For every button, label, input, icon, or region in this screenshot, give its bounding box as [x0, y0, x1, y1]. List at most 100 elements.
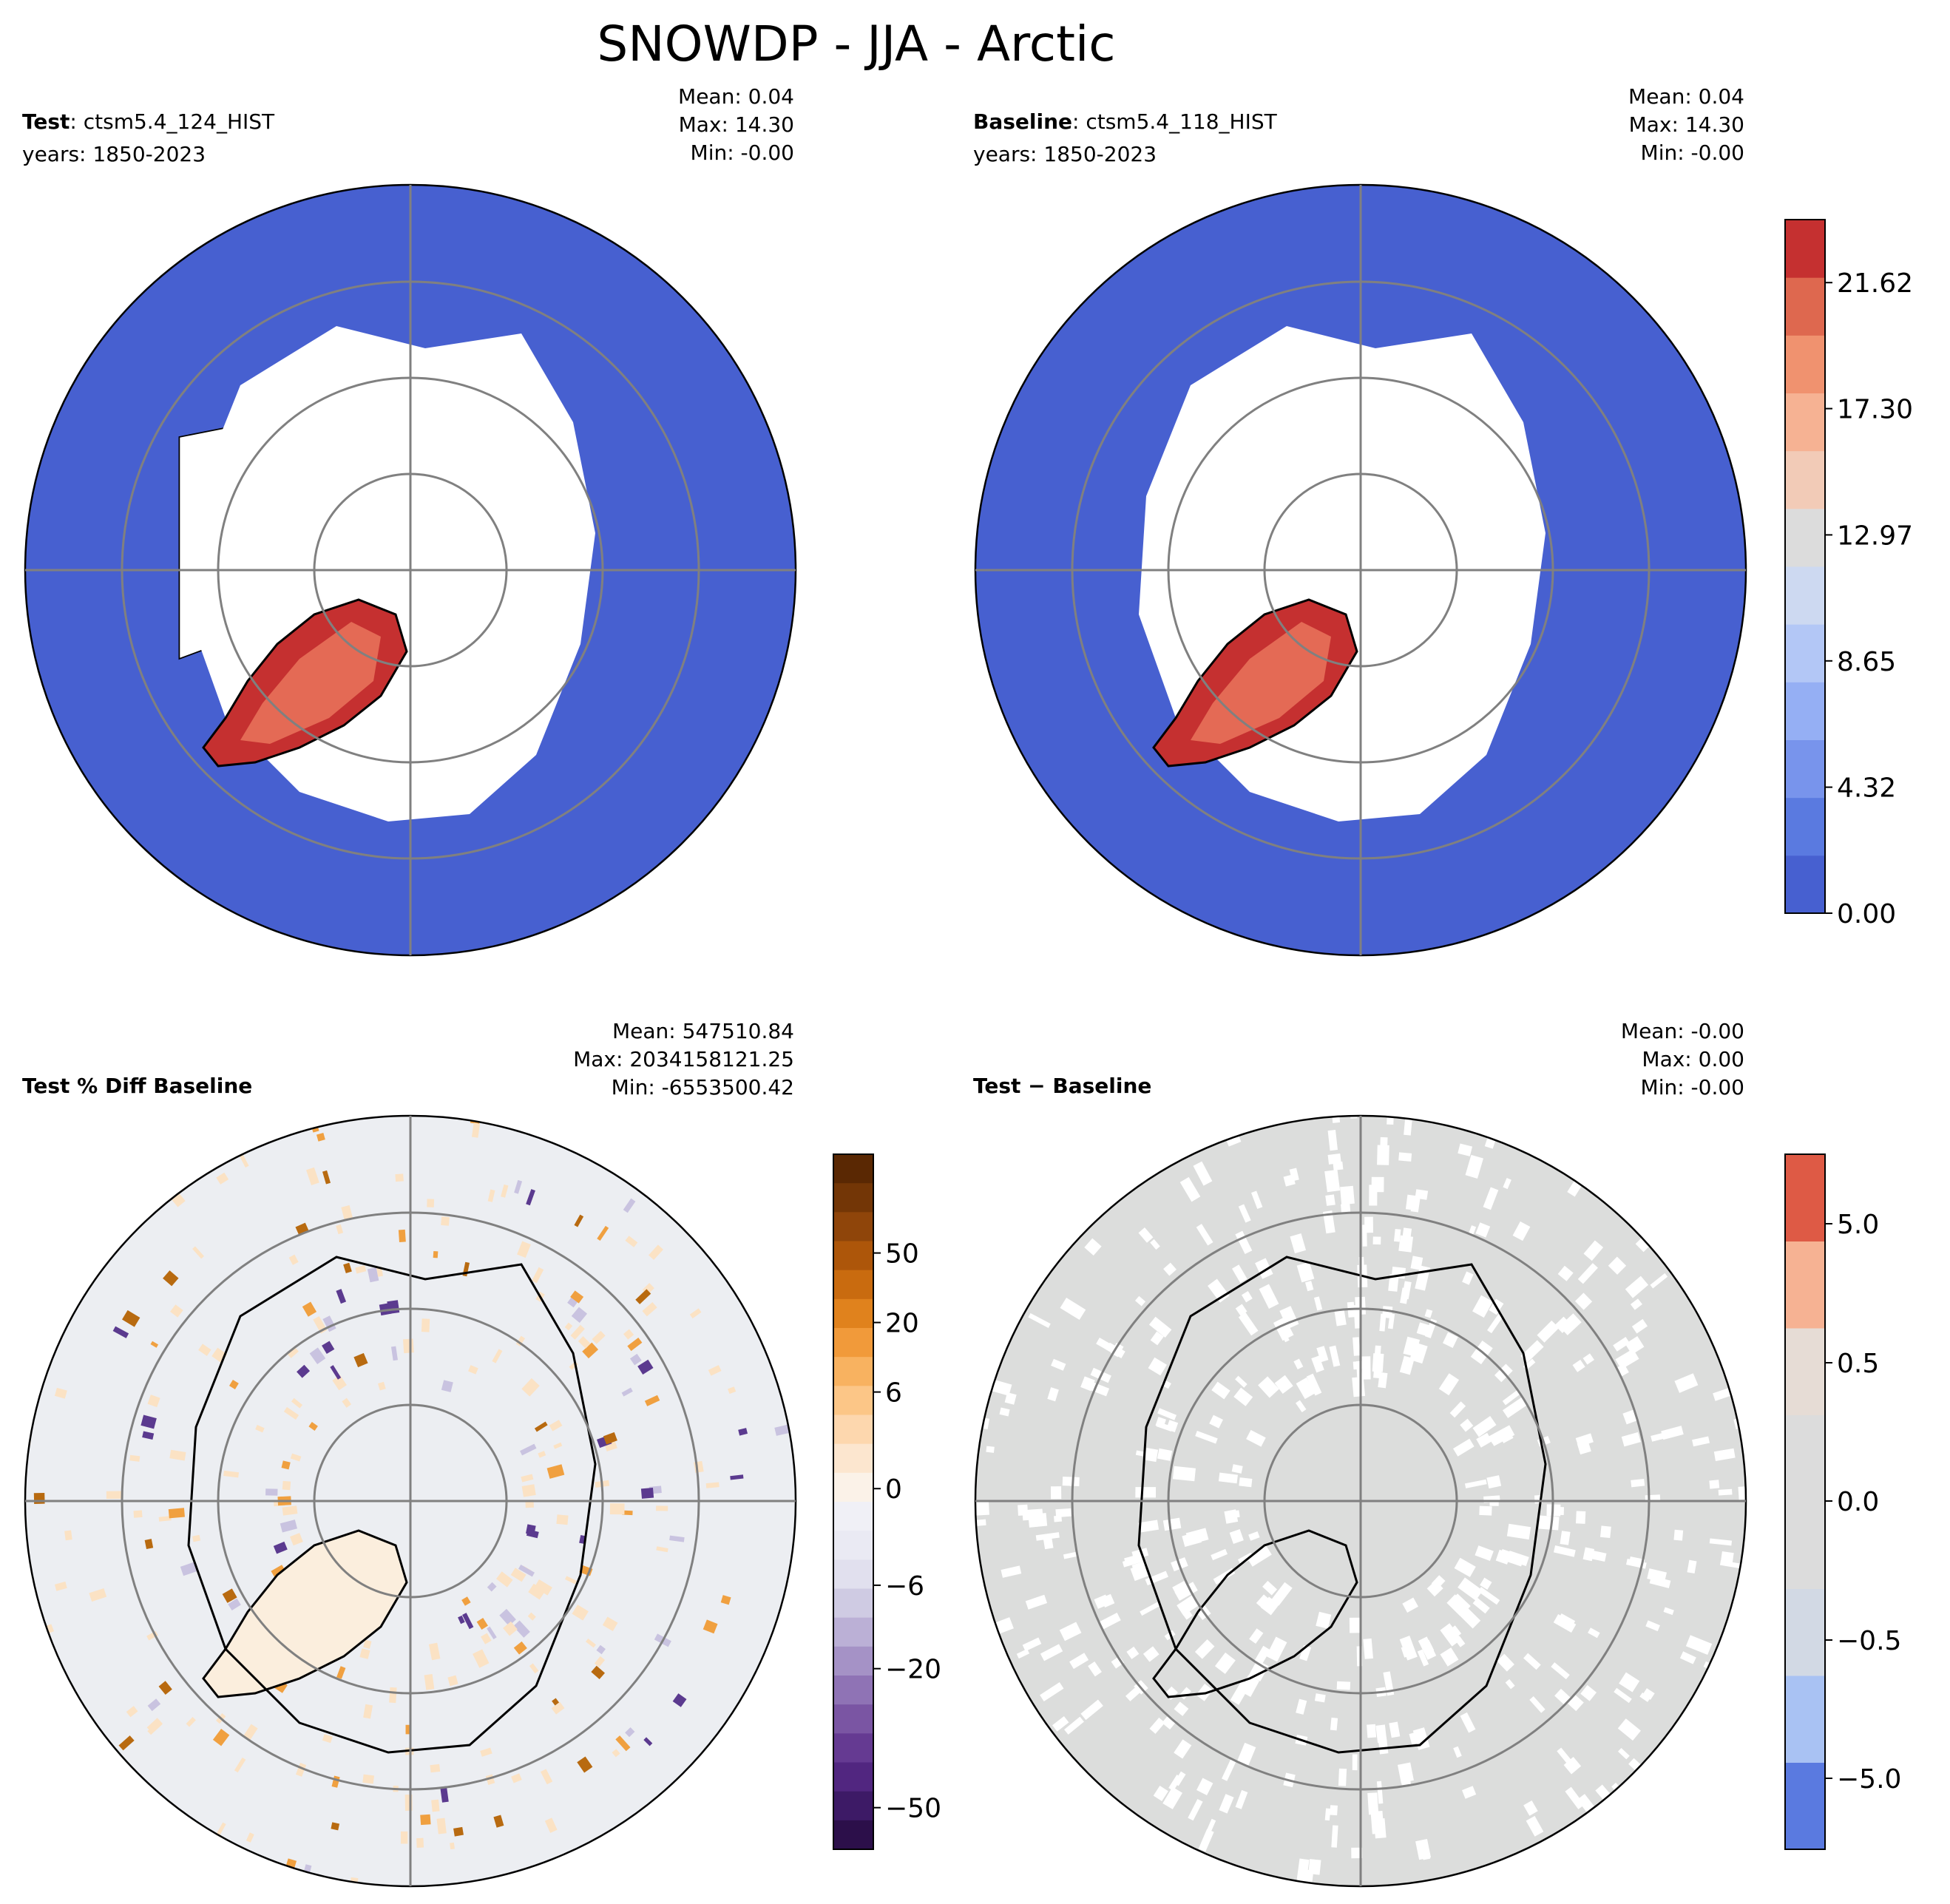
- diff-speckle-cell: [1390, 1097, 1402, 1111]
- pctdiff-anomaly-cell: [322, 1315, 336, 1332]
- diff-speckle-cell: [1237, 1742, 1256, 1766]
- pctdiff-anomaly-cell: [495, 1571, 513, 1588]
- diff-speckle-cell: [1296, 1261, 1315, 1283]
- diff-speckle-cell: [1222, 1758, 1237, 1781]
- diff-speckle-cell: [1483, 1187, 1499, 1210]
- pctdiff-anomaly-cell: [551, 1701, 565, 1715]
- diff-speckle-cell: [1211, 1381, 1230, 1400]
- pctdiff-anomaly-cell: [192, 1246, 204, 1259]
- pctdiff-anomaly-cell: [447, 1675, 458, 1687]
- colorbar-snow-depth-frame: [1784, 219, 1826, 914]
- colorbar-snow-depth-segment: [1785, 393, 1825, 452]
- diff-speckle-cell: [1214, 1652, 1236, 1674]
- diff-speckle-cell: [1047, 1387, 1059, 1402]
- diff-speckle-cell: [1063, 1551, 1079, 1559]
- pctdiff-anomaly-cell: [656, 1546, 668, 1553]
- pctdiff-anomaly-cell: [487, 1189, 495, 1202]
- pctdiff-anomaly-cell: [603, 1432, 617, 1445]
- diff-speckle-cell: [1687, 1559, 1697, 1574]
- diff-speckle-cell: [1619, 1672, 1640, 1693]
- diff-speckle-cell: [1446, 1594, 1469, 1616]
- pctdiff-anomaly-cell: [342, 1397, 352, 1408]
- diff-speckle-cell: [1625, 1336, 1645, 1355]
- pctdiff-anomaly-cell: [515, 1335, 526, 1346]
- diff-speckle-cell: [1330, 1717, 1338, 1731]
- pctdiff-anomaly-cell: [625, 1236, 638, 1247]
- diff-speckle-cell: [1473, 1116, 1492, 1136]
- map-diff-graticule: [975, 1116, 1746, 1886]
- pctdiff-anomaly-cell: [246, 1832, 254, 1843]
- diff-speckle-cell: [1372, 1236, 1381, 1245]
- pctdiff-anomaly-cell: [738, 1428, 748, 1436]
- diff-speckle-cell: [1574, 1293, 1593, 1310]
- pctdiff-anomaly-cell: [570, 1290, 584, 1304]
- diff-speckle-cell: [1575, 1511, 1586, 1524]
- diff-speckle-cell: [1181, 1607, 1193, 1620]
- diff-speckle-cell: [1262, 1580, 1278, 1596]
- colorbar-percent-diff-tick-label: 6: [885, 1378, 902, 1409]
- map-test: [24, 183, 797, 957]
- map-baseline-graticule: [975, 185, 1746, 955]
- pctdiff-anomaly-cell: [288, 1254, 299, 1265]
- pctdiff-anomaly-cell: [308, 1422, 318, 1431]
- diff-speckle-cell: [1455, 1636, 1466, 1647]
- pctdiff-anomaly-cell: [362, 1774, 375, 1784]
- pctdiff-anomaly-cell: [306, 1167, 319, 1185]
- diff-speckle-cell: [1647, 1568, 1668, 1583]
- diff-speckle-cell: [1059, 1622, 1082, 1642]
- pctdiff-anomaly-cell: [363, 1639, 372, 1649]
- pctdiff-anomaly-cell: [534, 1579, 552, 1596]
- colorbar-percent-diff-segment: [833, 1559, 873, 1589]
- diff-speckle-cell: [1333, 1161, 1344, 1170]
- diff-speckle-cell: [1086, 1380, 1110, 1397]
- pctdiff-anomaly-cell: [336, 1289, 347, 1304]
- diff-speckle-cell: [1084, 1238, 1102, 1256]
- colorbar-percent-diff-segment: [833, 1443, 873, 1474]
- pctdiff-anomaly-cell: [501, 1116, 510, 1124]
- diff-speckle-cell: [1563, 1757, 1582, 1775]
- diff-speckle-cell: [1398, 1235, 1414, 1253]
- diff-speckle-cell: [1461, 1786, 1477, 1799]
- diff-speckle-cell: [1424, 1880, 1438, 1886]
- diff-speckle-cell: [1314, 1693, 1326, 1703]
- pctdiff-anomaly-cell: [147, 1395, 160, 1408]
- pctdiff-anomaly-cell: [216, 1172, 229, 1185]
- pctdiff-anomaly-cell: [228, 1380, 239, 1389]
- pctdiff-anomaly-cell: [126, 1706, 138, 1718]
- pctdiff-anomaly-cell: [594, 1656, 606, 1667]
- pctdiff-anomaly-cell: [526, 1529, 539, 1539]
- pctdiff-anomaly-cell: [54, 1581, 67, 1591]
- pctdiff-anomaly-cell: [118, 1735, 135, 1751]
- panel-diff-mean: Mean: -0.00: [1621, 1019, 1744, 1043]
- colorbar-snow-depth-segment: [1785, 508, 1825, 567]
- diff-speckle-cell: [1329, 1345, 1341, 1367]
- panel-test-years: years: 1850-2023: [22, 142, 206, 166]
- colorbar-difference-tick-label: 0.0: [1837, 1487, 1879, 1517]
- diff-speckle-cell: [1679, 1651, 1696, 1664]
- diff-speckle-cell: [1218, 1472, 1238, 1484]
- diff-speckle-cell: [975, 1501, 989, 1516]
- diff-speckle-cell: [1163, 1262, 1177, 1276]
- pctdiff-anomaly-cell: [332, 1375, 347, 1391]
- diff-speckle-cell: [1709, 1538, 1733, 1546]
- diff-speckle-cell: [1062, 1477, 1080, 1486]
- diff-speckle-cell: [1219, 1794, 1234, 1814]
- diff-speckle-cell: [1209, 1415, 1223, 1429]
- diff-speckle-cell: [1352, 1376, 1366, 1397]
- panel-baseline-max: Max: 14.30: [1629, 112, 1744, 137]
- diff-speckle-cell: [1148, 1316, 1172, 1338]
- diff-speckle-cell: [1155, 1417, 1166, 1429]
- pctdiff-anomaly-cell: [255, 1425, 265, 1433]
- pctdiff-anomaly-cell: [528, 1583, 546, 1600]
- pctdiff-anomaly-cell: [623, 1198, 636, 1213]
- diff-speckle-cell: [1719, 1560, 1744, 1569]
- colorbar-percent-diff: 50 20 6 0 −6 −20 −50: [833, 1153, 941, 1850]
- pctdiff-anomaly-cell: [549, 1420, 563, 1432]
- diff-speckle-cell: [1316, 1611, 1332, 1629]
- pctdiff-anomaly-cell: [481, 1633, 492, 1644]
- diff-speckle-cell: [1398, 1152, 1412, 1162]
- diff-speckle-cell: [1410, 1196, 1421, 1213]
- map-pctdiff-graticule: [25, 1116, 796, 1886]
- diff-speckle-cell: [1399, 1355, 1415, 1375]
- diff-speckle-cell: [1724, 1358, 1746, 1378]
